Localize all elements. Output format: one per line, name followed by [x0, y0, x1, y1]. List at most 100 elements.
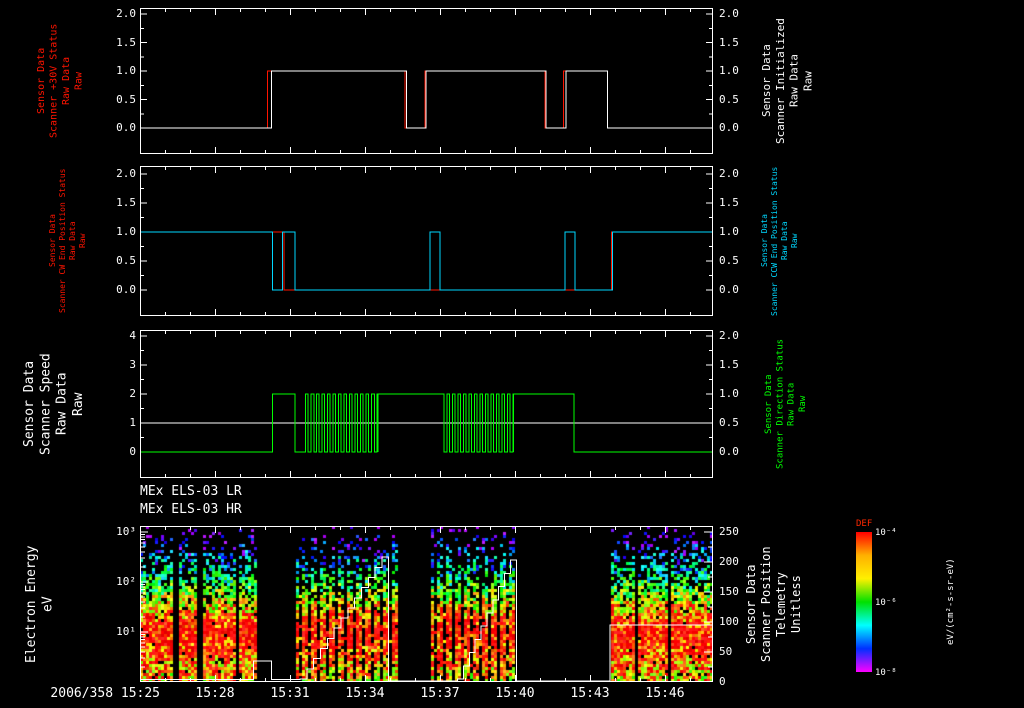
panel-3-left-label-line: Scanner Speed [38, 353, 54, 455]
panel-1-left-label-line: Sensor Data [36, 47, 47, 115]
y-tick-label: 10² [116, 575, 136, 588]
panel-2-right-label-line: Raw Data [780, 221, 789, 261]
y-tick-label: 0 [719, 675, 726, 688]
panel-2-right-label-line: Scanner CCW End Position Status [770, 166, 779, 316]
panel-1-left-label: Sensor Data Scanner +30V Status Raw Data Ra… [36, 8, 86, 154]
series-scanner-position-telemetry [140, 556, 713, 682]
panel-2-left-label-line: Raw Data [68, 221, 77, 261]
y-tick-label: 2.0 [116, 167, 136, 180]
panel-2-right-label-line: Sensor Data [760, 214, 769, 268]
colorbar [856, 532, 872, 672]
y-tick-label: 150 [719, 585, 739, 598]
panel-4-left-label: Electron Energy eV [24, 526, 57, 682]
plot-border [140, 166, 713, 316]
y-tick-label: 0.5 [116, 254, 136, 267]
y-tick-label: 2.0 [719, 329, 739, 342]
panel-4-left-label-line: Electron Energy [24, 545, 39, 663]
y-tick-label: 0.0 [719, 445, 739, 458]
panel-1-right-label-line: Scanner Initialized [773, 18, 787, 144]
series-scanner-initialized [140, 70, 713, 129]
panel-1-right-label-line: Raw [801, 71, 815, 91]
y-tick-label: 50 [719, 645, 733, 658]
panel-2-left-label-line: Raw [78, 233, 87, 249]
y-tick-label: 1.5 [719, 35, 739, 49]
panel-2-left-label-line: Scanner CW End Position Status [58, 168, 67, 314]
panel-3-left-label: Sensor Data Scanner Speed Raw Data Raw [22, 330, 87, 478]
y-tick-label: 0.0 [116, 283, 136, 296]
panel-1-left-label-line: Raw [73, 71, 85, 91]
y-tick-label: 200 [719, 555, 739, 568]
panel-2-left-label: Sensor Data Scanner CW End Position Statu… [48, 166, 88, 316]
y-tick-label: 1.0 [719, 64, 739, 77]
x-tick-label: 15:40 [495, 686, 535, 701]
y-tick-label: 1.0 [116, 225, 136, 238]
panel-4-right-label-line: Telemetry [774, 571, 788, 637]
x-tick-label: 15:43 [570, 686, 610, 701]
series-scanner-direction-status [140, 393, 713, 453]
x-tick-label: 15:28 [195, 686, 235, 701]
colorbar-tick-label: 10⁻⁶ [875, 598, 897, 608]
y-tick-label: 0 [129, 445, 136, 458]
panel-3-right-label: Sensor Data Scanner Direction Status Raw D… [764, 330, 809, 478]
panel-4-left-label-line: eV [40, 596, 56, 612]
y-tick-label: 0.5 [719, 92, 739, 106]
panel-1-left-label-line: Raw Data [61, 56, 72, 106]
y-tick-label: 2.0 [719, 7, 739, 20]
panel-3-left-label-line: Raw [70, 392, 86, 416]
y-tick-label: 1.0 [719, 387, 739, 400]
y-tick-label: 0.5 [719, 416, 739, 429]
plot-border [140, 526, 713, 682]
panel-4-right-label-line: Scanner Position [759, 546, 773, 662]
panel-2-left-label-line: Sensor Data [48, 214, 57, 268]
y-tick-label: 1.5 [719, 358, 739, 371]
spectrogram-title-lr: MEx ELS-03 LR [140, 484, 242, 499]
panel-4-plot [140, 526, 713, 682]
series-scanner-cw-end-position-status [140, 231, 713, 291]
colorbar-unit-label: eV/(cm²-s-sr-eV) [946, 558, 956, 646]
colorbar-title: DEF [856, 519, 873, 529]
y-tick-label: 2.0 [719, 167, 739, 180]
panel-4-right-label-line: Unitless [789, 575, 803, 633]
y-tick-label: 2.0 [116, 7, 136, 20]
y-tick-label: 1.0 [719, 225, 739, 238]
colorbar-tick-label: 10⁻⁸ [875, 668, 897, 678]
x-tick-label: 15:34 [345, 686, 385, 701]
panel-1-plot [140, 8, 713, 154]
panel-2-right-label-line: Raw [790, 233, 799, 249]
panel-1-right-label-line: Raw Data [787, 54, 801, 108]
y-tick-label: 10¹ [116, 625, 136, 638]
y-tick-label: 10³ [116, 525, 136, 538]
y-tick-label: 4 [129, 329, 136, 342]
panel-2-right-label: Sensor Data Scanner CCW End Position Stat… [760, 166, 800, 316]
plot-border [140, 330, 713, 478]
x-axis-date-label: 2006/358 15:25 [50, 686, 160, 701]
panel-1-right-label: Sensor Data Scanner Initialized Raw Data Ra… [760, 8, 815, 154]
panel-1-right-label-line: Sensor Data [760, 44, 773, 118]
panel-2-plot [140, 166, 713, 316]
x-tick-label: 15:31 [270, 686, 310, 701]
panel-3-right-label-line: Sensor Data [764, 374, 774, 434]
y-tick-label: 100 [719, 615, 739, 628]
spectrogram-canvas [140, 526, 713, 682]
series-scanner-ccw-end-position-status [140, 231, 713, 291]
panel-4-right-label: Sensor Data Scanner Position Telemetry Unit… [744, 526, 804, 682]
y-tick-label: 1.0 [116, 64, 136, 77]
y-tick-label: 250 [719, 525, 739, 538]
panel-3-right-label-line: Raw [797, 395, 808, 413]
panel-3-right-label-line: Raw Data [786, 382, 797, 426]
panel-3-left-label-line: Raw Data [54, 372, 70, 436]
x-tick-label: 15:37 [420, 686, 460, 701]
y-tick-label: 0.0 [719, 121, 739, 134]
panel-1-left-label-line: Scanner +30V Status [48, 23, 60, 139]
panel-3-plot [140, 330, 713, 478]
panel-3-right-label-line: Scanner Direction Status [775, 338, 786, 470]
y-tick-label: 2 [129, 387, 136, 400]
plot-border [140, 8, 713, 154]
y-tick-label: 0.5 [116, 92, 136, 106]
y-tick-label: 1.5 [116, 35, 136, 49]
y-tick-label: 1.5 [719, 196, 739, 209]
panel-4-right-label-line: Sensor Data [744, 564, 758, 644]
y-tick-label: 0.0 [116, 121, 136, 134]
spectrogram-title-hr: MEx ELS-03 HR [140, 502, 242, 517]
